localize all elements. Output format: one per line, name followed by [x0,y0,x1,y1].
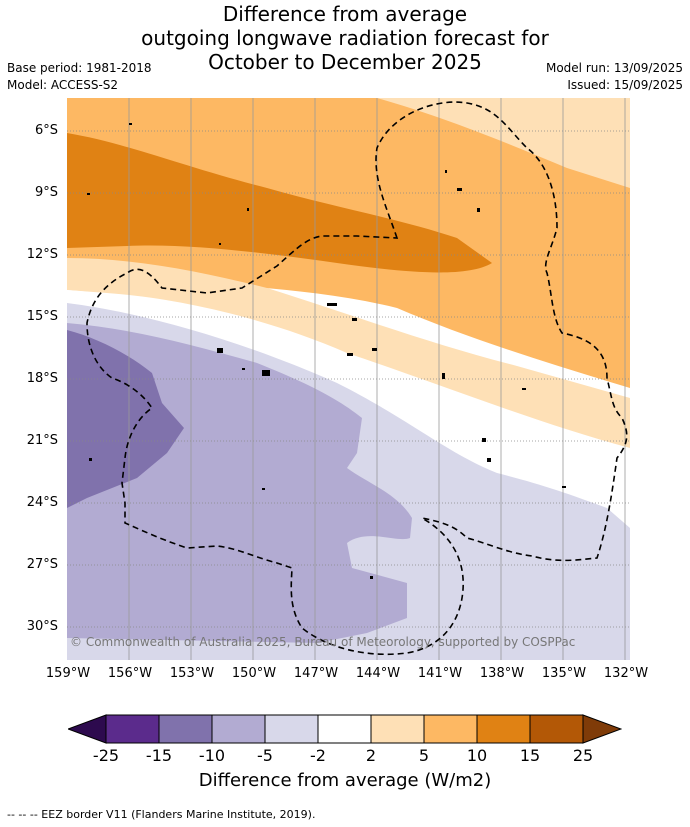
colorbar-bin-9 [529,714,584,744]
colorbar [68,714,622,744]
eez-legend-footer: -- -- -- EEZ border V11 (Flanders Marine… [7,808,316,821]
band-light-orange-top [67,98,630,208]
eez-border [86,101,628,656]
colorbar-tick-m10: -10 [198,746,226,765]
colorbar-bin-4 [264,714,319,744]
lat-label-6s: 6°S [34,123,58,138]
lon-label-141w: 141°W [417,666,463,681]
colorbar-tick-15: 15 [519,746,541,765]
colorbar-bin-6 [370,714,425,744]
colorbar-bin-1 [105,714,160,744]
lat-label-18s: 18°S [26,371,58,386]
band-neutral [67,290,630,558]
colorbar-tick-m5: -5 [257,746,273,765]
lon-label-147w: 147°W [293,666,339,681]
map-panel: © Commonwealth of Australia 2025, Bureau… [67,98,630,660]
issued-text: Issued: 15/09/2025 [567,78,683,92]
lon-label-156w: 156°W [107,666,153,681]
title-line-3: October to December 2025 [208,50,482,74]
islands [87,123,566,579]
lon-label-135w: 135°W [541,666,587,681]
colorbar-tick-2: 2 [365,746,377,765]
colorbar-tick-5: 5 [418,746,430,765]
colorbar-bin-7 [423,714,478,744]
lon-label-153w: 153°W [169,666,215,681]
colorbar-tick-m25: -25 [92,746,120,765]
colorbar-extend-max [582,714,622,744]
map-canvas: © Commonwealth of Australia 2025, Bureau… [67,98,630,660]
model-text: Model: ACCESS-S2 [7,78,119,92]
lat-label-21s: 21°S [26,433,58,448]
band-mid-purple [67,330,184,508]
lon-label-138w: 138°W [479,666,525,681]
lon-label-132w: 132°W [603,666,649,681]
lat-label-27s: 27°S [26,557,58,572]
colorbar-bin-8 [476,714,531,744]
colorbar-bin-3 [211,714,266,744]
lat-label-30s: 30°S [26,619,58,634]
map-title: Difference from average outgoing longwav… [0,2,690,74]
colorbar-bin-5 [317,714,372,744]
colorbar-tick-m2: -2 [310,746,326,765]
base-period-text: Base period: 1981-2018 [7,61,152,75]
title-line-2: outgoing longwave radiation forecast for [141,26,549,50]
colorbar-tick-m15: -15 [145,746,173,765]
colorbar-tick-10: 10 [466,746,488,765]
model-run-text: Model run: 13/09/2025 [545,61,683,75]
gridlines [67,98,630,660]
lon-label-159w: 159°W [45,666,91,681]
lat-label-15s: 15°S [26,309,58,324]
lat-label-12s: 12°S [26,247,58,262]
copyright-notice: © Commonwealth of Australia 2025, Bureau… [70,635,575,649]
colorbar-title: Difference from average (W/m2) [198,770,492,791]
title-line-1: Difference from average [222,2,468,26]
lat-label-9s: 9°S [34,185,58,200]
colorbar-bin-2 [158,714,213,744]
meta-right: Model run: 13/09/2025 Issued: 15/09/2025 [546,60,683,94]
colorbar-extend-min [68,714,107,744]
lon-label-144w: 144°W [355,666,401,681]
lat-label-24s: 24°S [26,495,58,510]
lon-label-150w: 150°W [231,666,277,681]
colorbar-tick-25: 25 [572,746,594,765]
meta-left: Base period: 1981-2018 Model: ACCESS-S2 [7,60,152,94]
